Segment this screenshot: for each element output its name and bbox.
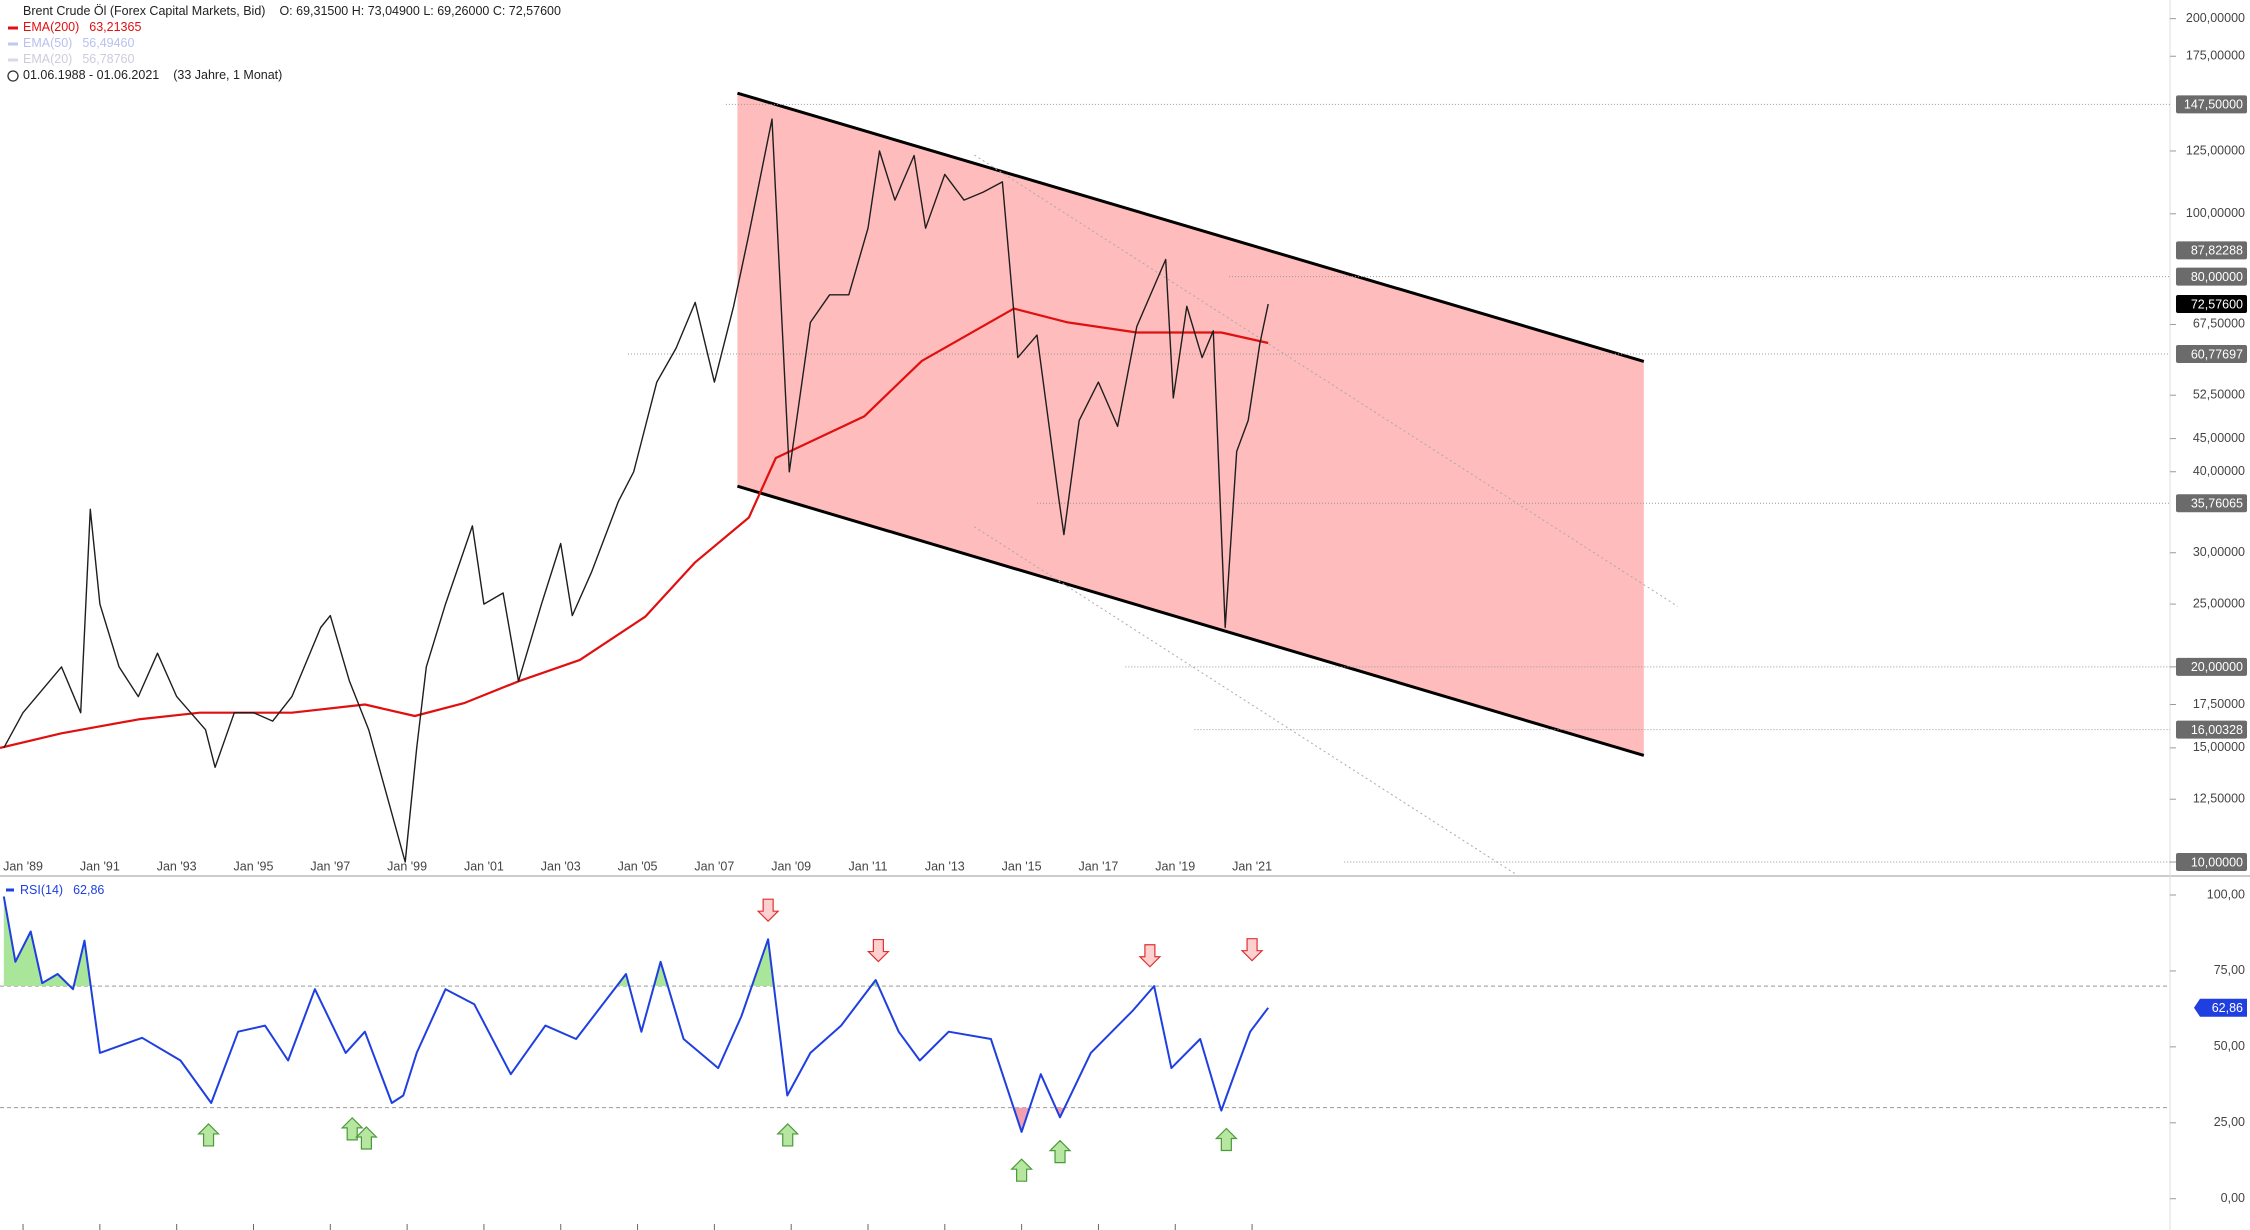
x-tick-label: Jan '01 bbox=[464, 859, 504, 873]
y-tick-label: 25,00 bbox=[2214, 1115, 2245, 1129]
span: (33 Jahre, 1 Monat) bbox=[173, 68, 282, 82]
legend-value: 56,78760 bbox=[82, 52, 134, 66]
x-tick-label: Jan '11 bbox=[849, 859, 888, 873]
quote: O: 69,31500 H: 73,04900 L: 69,26000 C: 7… bbox=[279, 4, 561, 18]
legend-name: EMA(200) bbox=[23, 20, 79, 34]
x-tick-label: Jan '99 bbox=[387, 859, 427, 873]
x-tick-label: Jan '93 bbox=[157, 859, 197, 873]
legend-name: EMA(50) bbox=[23, 36, 72, 50]
level-label: 87,82288 bbox=[2191, 244, 2243, 258]
legend-value: 63,21365 bbox=[89, 20, 141, 34]
legend-value: 56,49460 bbox=[82, 36, 134, 50]
level-label: 72,57600 bbox=[2191, 297, 2243, 311]
x-tick-label: Jan '19 bbox=[1155, 859, 1195, 873]
level-label: 10,00000 bbox=[2191, 855, 2243, 869]
level-box bbox=[2176, 494, 2247, 513]
x-tick-label: Jan '05 bbox=[618, 859, 658, 873]
y-tick-label: 15,00000 bbox=[2193, 740, 2245, 754]
sell-arrow bbox=[1240, 938, 1264, 962]
channel-line bbox=[736, 484, 1645, 757]
legend-name: RSI(14) bbox=[20, 883, 63, 897]
y-tick-label: 100,00 bbox=[2207, 887, 2245, 901]
channel-line bbox=[736, 91, 1645, 363]
x-tick-label: Jan '97 bbox=[310, 859, 350, 873]
buy-arrow bbox=[197, 1123, 220, 1147]
x-tick-label: Jan '09 bbox=[771, 859, 811, 873]
y-tick-label: 200,00000 bbox=[2186, 11, 2245, 25]
x-tick-label: Jan '03 bbox=[541, 859, 581, 873]
level-box bbox=[2176, 295, 2247, 314]
level-box bbox=[2176, 853, 2247, 872]
x-tick-label: Jan '17 bbox=[1078, 859, 1118, 873]
level-box bbox=[2176, 241, 2247, 260]
trend-line bbox=[974, 154, 1678, 607]
level-label: 80,00000 bbox=[2191, 270, 2243, 284]
y-tick-label: 25,00000 bbox=[2193, 596, 2245, 610]
y-tick-label: 17,50000 bbox=[2193, 697, 2245, 711]
y-tick-label: 75,00 bbox=[2214, 963, 2245, 977]
buy-arrow bbox=[1048, 1139, 1072, 1164]
x-tick-label: Jan '15 bbox=[1002, 859, 1042, 873]
range: 01.06.1988 - 01.06.2021 bbox=[23, 68, 159, 82]
level-box bbox=[2176, 720, 2247, 739]
buy-arrow bbox=[1010, 1158, 1034, 1182]
level-box bbox=[2176, 95, 2247, 114]
buy-arrow bbox=[340, 1117, 364, 1141]
y-tick-label: 12,50000 bbox=[2193, 792, 2245, 806]
x-tick-label: Jan '89 bbox=[3, 859, 43, 873]
level-label: 20,00000 bbox=[2191, 660, 2243, 674]
legend-name: EMA(20) bbox=[23, 52, 72, 66]
sell-arrow bbox=[756, 898, 780, 923]
y-tick-label: 67,50000 bbox=[2193, 317, 2245, 331]
y-tick-label: 40,00000 bbox=[2193, 464, 2245, 478]
channel-fill bbox=[737, 93, 1644, 756]
x-tick-label: Jan '95 bbox=[234, 859, 274, 873]
legend-entry: RSI(14) 62,86 bbox=[20, 883, 104, 897]
buy-arrow bbox=[1214, 1127, 1238, 1152]
current-label: 62,86 bbox=[2212, 1001, 2243, 1015]
legend-entry: EMA(50) 56,49460 bbox=[23, 36, 135, 50]
buy-arrow bbox=[354, 1126, 378, 1150]
buy-arrow bbox=[776, 1123, 800, 1147]
range-line: 01.06.1988 - 01.06.2021 (33 Jahre, 1 Mona… bbox=[23, 68, 282, 82]
y-tick-label: 125,00000 bbox=[2186, 143, 2245, 157]
current-box bbox=[2194, 998, 2247, 1017]
y-tick-label: 175,00000 bbox=[2186, 49, 2245, 63]
level-label: 60,77697 bbox=[2191, 347, 2243, 361]
level-box bbox=[2176, 267, 2247, 286]
clock-icon bbox=[7, 70, 19, 82]
level-box bbox=[2176, 344, 2247, 363]
ema-line bbox=[0, 307, 1269, 749]
level-box bbox=[2176, 657, 2247, 676]
x-tick-label: Jan '21 bbox=[1232, 859, 1272, 873]
y-tick-label: 30,00000 bbox=[2193, 545, 2245, 559]
y-tick-label: 50,00 bbox=[2214, 1039, 2245, 1053]
x-tick-label: Jan '13 bbox=[925, 859, 965, 873]
price-line bbox=[3, 118, 1269, 863]
sell-arrow bbox=[1138, 944, 1162, 968]
x-tick-label: Jan '91 bbox=[80, 859, 120, 873]
legend-entry: EMA(200) 63,21365 bbox=[23, 20, 141, 34]
title: Brent Crude Öl (Forex Capital Markets, B… bbox=[23, 4, 265, 18]
y-tick-label: 52,50000 bbox=[2193, 387, 2245, 401]
x-tick-label: Jan '07 bbox=[694, 859, 734, 873]
level-label: 35,76065 bbox=[2191, 497, 2243, 511]
y-tick-label: 0,00 bbox=[2221, 1191, 2245, 1205]
y-tick-label: 45,00000 bbox=[2193, 431, 2245, 445]
legend-entry: EMA(20) 56,78760 bbox=[23, 52, 135, 66]
sell-arrow bbox=[866, 938, 890, 963]
legend-value: 62,86 bbox=[73, 883, 104, 897]
level-label: 16,00328 bbox=[2191, 723, 2243, 737]
rsi-line bbox=[2, 896, 1269, 1133]
y-tick-label: 100,00000 bbox=[2186, 206, 2245, 220]
header-line: Brent Crude Öl (Forex Capital Markets, B… bbox=[23, 4, 561, 18]
level-label: 147,50000 bbox=[2184, 98, 2243, 112]
